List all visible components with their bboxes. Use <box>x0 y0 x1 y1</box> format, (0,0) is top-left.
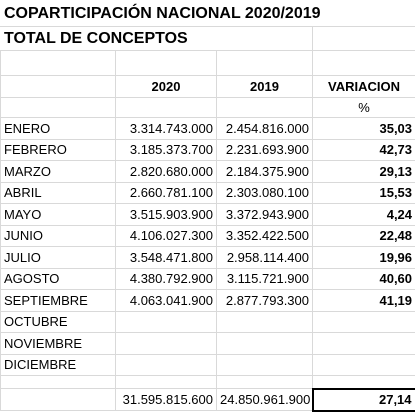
cell: JUNIO <box>0 224 116 247</box>
cell: 19,96 <box>311 246 415 269</box>
empty-cell <box>216 332 313 355</box>
cell: 3.185.373.700 <box>115 138 217 161</box>
cell: JULIO <box>0 246 116 269</box>
cell: 29,13 <box>311 160 415 183</box>
cell: % <box>311 97 415 118</box>
sheet-row: ENERO 3.314.743.000 2.454.816.000 35,03 <box>0 117 415 140</box>
cell: AGOSTO <box>0 267 116 290</box>
cell: 35,03 <box>311 117 415 140</box>
sheet-row: TOTAL DE CONCEPTOS <box>0 26 415 51</box>
empty-cell <box>216 97 313 118</box>
cell: 4.380.792.900 <box>115 267 217 290</box>
cell: NOVIEMBRE <box>0 332 116 355</box>
cell: MAYO <box>0 203 116 226</box>
empty-cell <box>115 97 217 118</box>
sheet-row <box>0 50 415 76</box>
cell: ABRIL <box>0 181 116 204</box>
cell: 2.877.793.300 <box>216 289 313 312</box>
cell: FEBRERO <box>0 138 116 161</box>
cell: 27,14 <box>311 387 415 412</box>
empty-cell <box>115 375 217 389</box>
sheet-row: MARZO 2.820.680.000 2.184.375.900 29,13 <box>0 160 415 183</box>
cell: 31.595.815.600 <box>115 388 217 411</box>
sheet-row: OCTUBRE <box>0 310 415 333</box>
cell: 2.820.680.000 <box>115 160 217 183</box>
cell: 22,48 <box>311 224 415 247</box>
cell: 2.184.375.900 <box>216 160 313 183</box>
empty-cell <box>311 332 415 355</box>
empty-cell <box>115 353 217 376</box>
cell: 4,24 <box>311 203 415 226</box>
cell: 40,60 <box>311 267 415 290</box>
cell: TOTAL DE CONCEPTOS <box>0 26 313 51</box>
cell: 2.303.080.100 <box>216 181 313 204</box>
cell: 2020 <box>115 75 217 98</box>
sheet-row: DICIEMBRE <box>0 353 415 376</box>
sheet-row: NOVIEMBRE <box>0 332 415 355</box>
cell: 3.372.943.900 <box>216 203 313 226</box>
sheet-row: AGOSTO 4.380.792.900 3.115.721.900 40,60 <box>0 267 415 290</box>
empty-cell <box>216 353 313 376</box>
cell: 2.454.816.000 <box>216 117 313 140</box>
empty-cell <box>216 50 313 76</box>
empty-cell <box>115 332 217 355</box>
empty-cell <box>311 375 415 389</box>
cell: 3.352.422.500 <box>216 224 313 247</box>
cell: 3.515.903.900 <box>115 203 217 226</box>
cell: SEPTIEMBRE <box>0 289 116 312</box>
empty-cell <box>115 50 217 76</box>
sheet-row: COPARTICIPACIÓN NACIONAL 2020/2019 <box>0 0 415 27</box>
sheet-row: JUNIO 4.106.027.300 3.352.422.500 22,48 <box>0 224 415 247</box>
cell: DICIEMBRE <box>0 353 116 376</box>
sheet-row: % <box>0 97 415 118</box>
cell: 2019 <box>216 75 313 98</box>
sheet-row: ABRIL 2.660.781.100 2.303.080.100 15,53 <box>0 181 415 204</box>
empty-cell <box>311 310 415 333</box>
cell: 3.548.471.800 <box>115 246 217 269</box>
cell: 3.314.743.000 <box>115 117 217 140</box>
cell: 2.958.114.400 <box>216 246 313 269</box>
empty-cell <box>311 50 415 76</box>
empty-cell <box>311 353 415 376</box>
sheet-row: JULIO 3.548.471.800 2.958.114.400 19,96 <box>0 246 415 269</box>
empty-cell <box>0 97 116 118</box>
cell: 2.231.693.900 <box>216 138 313 161</box>
empty-cell <box>115 310 217 333</box>
cell: 3.115.721.900 <box>216 267 313 290</box>
empty-cell <box>0 375 116 389</box>
sheet-row: MAYO 3.515.903.900 3.372.943.900 4,24 <box>0 203 415 226</box>
cell: ENERO <box>0 117 116 140</box>
empty-cell <box>216 310 313 333</box>
sheet-row: 31.595.815.600 24.850.961.900 27,14 <box>0 387 415 412</box>
cell: COPARTICIPACIÓN NACIONAL 2020/2019 <box>0 0 415 27</box>
sheet-row <box>0 375 415 389</box>
cell: MARZO <box>0 160 116 183</box>
empty-cell <box>0 75 116 98</box>
cell: 4.106.027.300 <box>115 224 217 247</box>
empty-cell <box>0 50 116 76</box>
cell: 42,73 <box>311 138 415 161</box>
sheet-row: 2020 2019 VARIACION <box>0 75 415 98</box>
sheet-row: SEPTIEMBRE 4.063.041.900 2.877.793.300 41,1… <box>0 289 415 312</box>
cell: 15,53 <box>311 181 415 204</box>
cell: 24.850.961.900 <box>216 388 313 411</box>
cell: 2.660.781.100 <box>115 181 217 204</box>
cell: 41,19 <box>311 289 415 312</box>
cell: OCTUBRE <box>0 310 116 333</box>
empty-cell <box>216 375 313 389</box>
sheet-row: FEBRERO 3.185.373.700 2.231.693.900 42,73 <box>0 138 415 161</box>
cell: 4.063.041.900 <box>115 289 217 312</box>
empty-cell <box>0 388 116 411</box>
empty-cell <box>311 26 415 51</box>
cell: VARIACION <box>311 75 415 98</box>
